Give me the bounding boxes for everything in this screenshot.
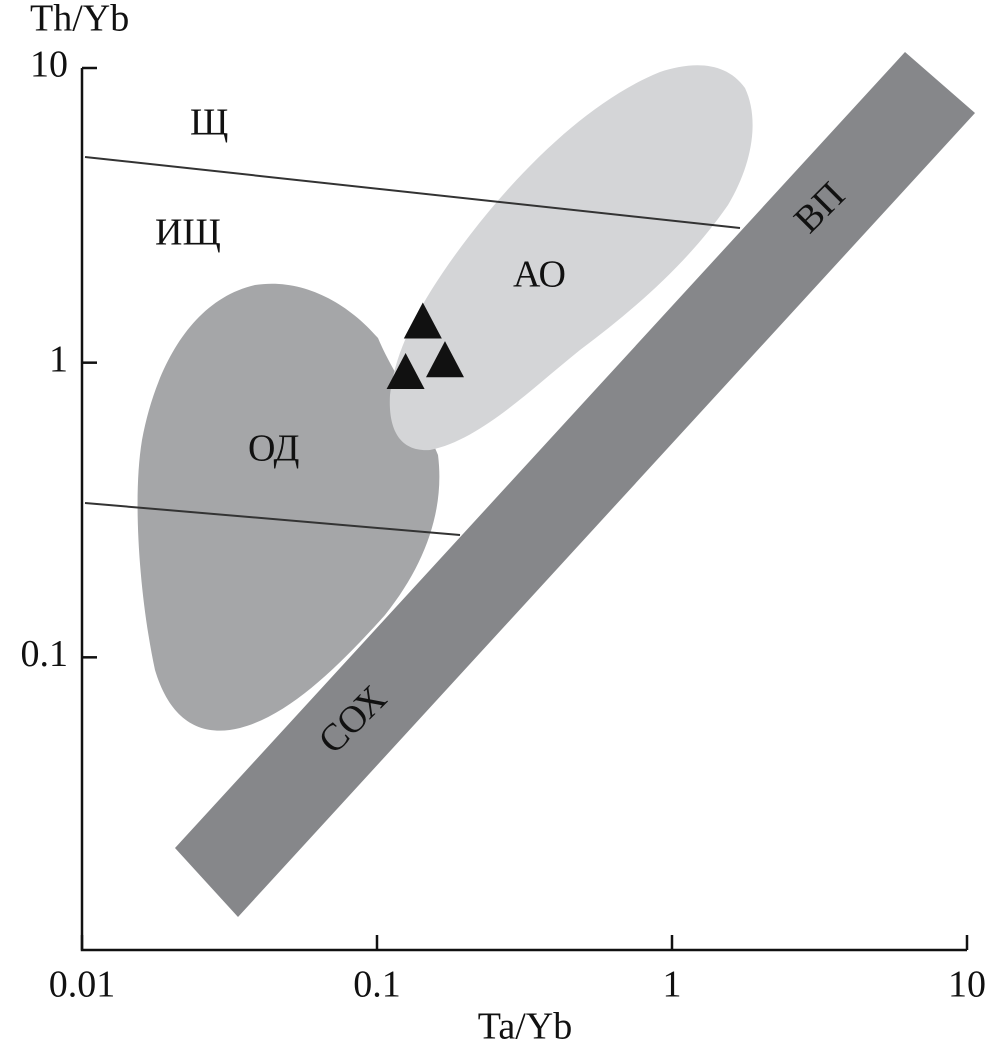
y-tick-label: 0.1: [21, 633, 69, 675]
x-tick-label: 1: [663, 964, 682, 1006]
annotation: Щ: [190, 102, 228, 144]
x-tick-label: 0.1: [353, 964, 401, 1006]
boundary-line: [84, 502, 461, 536]
field-od: [137, 283, 440, 731]
field-band: [175, 52, 975, 917]
annotation: АО: [513, 254, 566, 296]
annotation: ИЩ: [155, 212, 221, 254]
field-ao: [389, 65, 753, 451]
data-point: [403, 302, 442, 339]
y-tick-label: 1: [49, 338, 68, 380]
x-tick-label: 0.01: [49, 964, 116, 1006]
x-tick-label: 10: [948, 964, 986, 1006]
boundary-line: [84, 156, 741, 229]
annotation: ОД: [248, 428, 299, 470]
y-axis-title: Th/Yb: [30, 0, 129, 40]
x-axis-title: Ta/Yb: [478, 1006, 572, 1048]
y-tick-label: 10: [30, 44, 68, 86]
data-point: [425, 341, 464, 378]
data-point: [386, 352, 425, 390]
